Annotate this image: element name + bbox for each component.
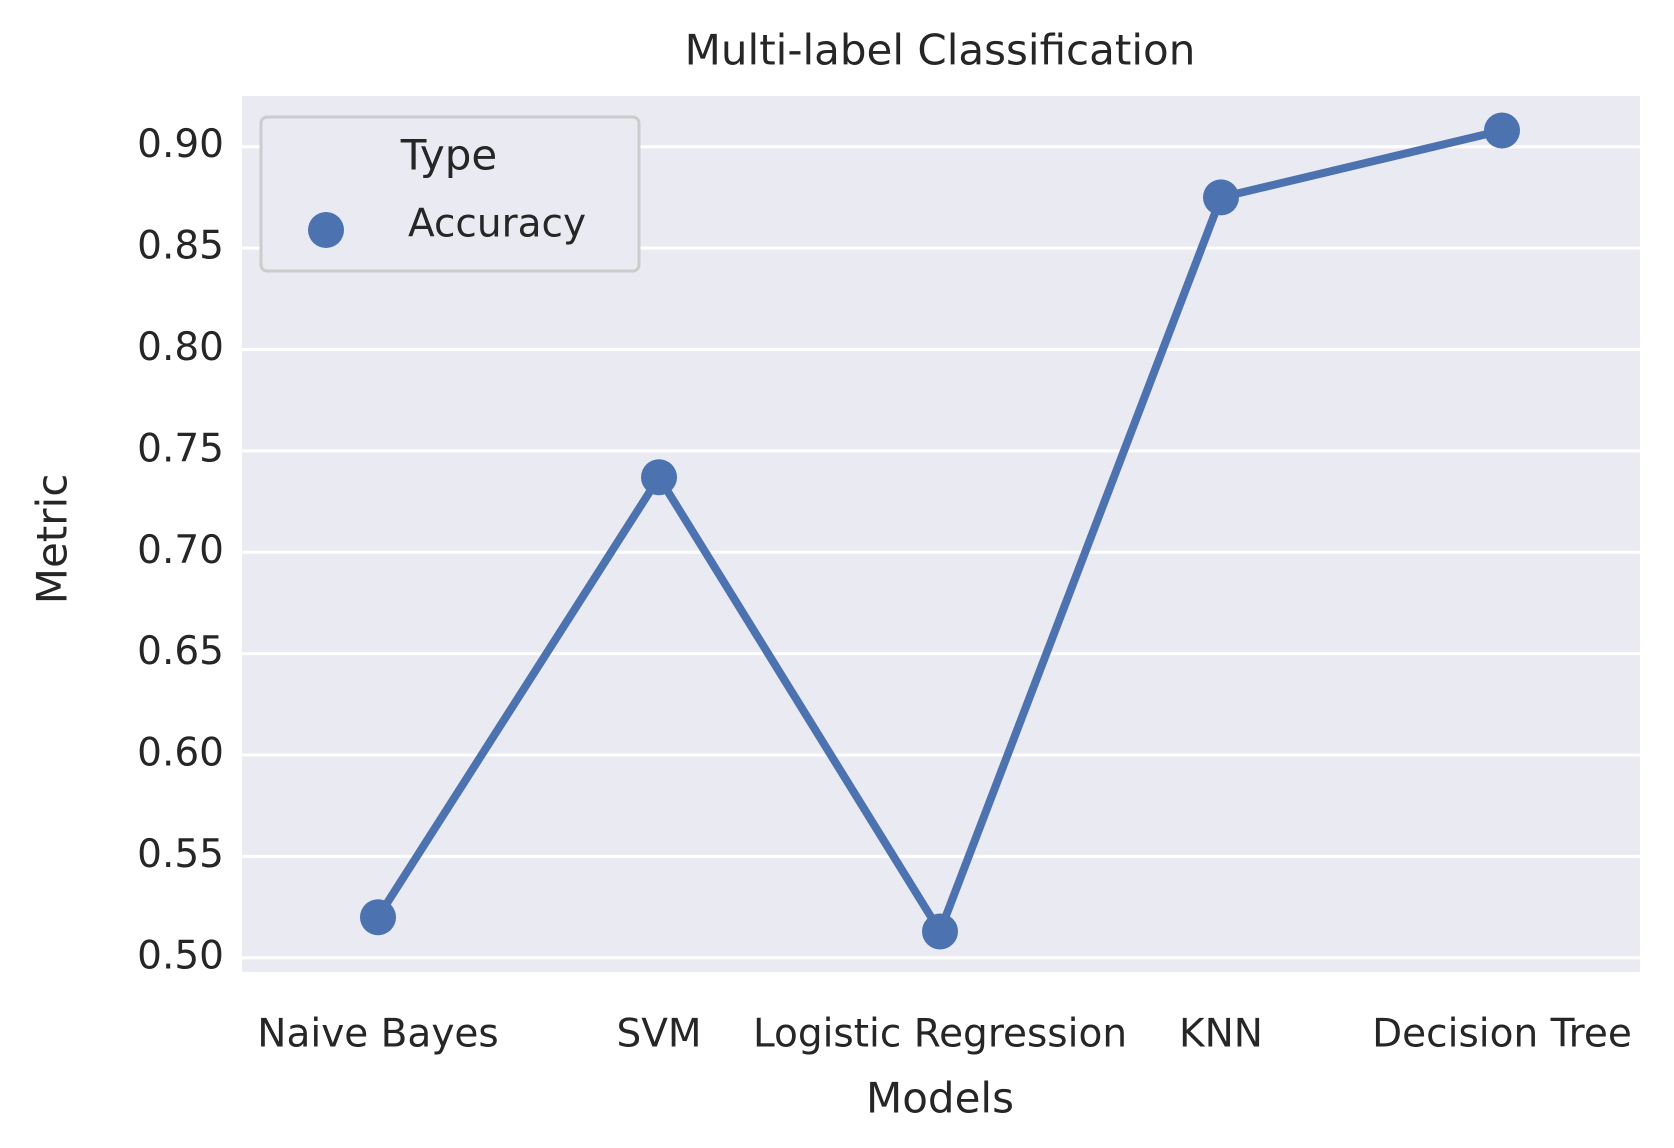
y-tick-label: 0.50 [137, 933, 224, 978]
x-axis-label: Models [866, 1074, 1014, 1123]
legend-box [259, 115, 641, 273]
x-tick-label: Naive Bayes [257, 1012, 498, 1057]
legend-marker-accuracy [308, 212, 344, 248]
x-tick-label: KNN [1179, 1012, 1263, 1057]
series-points [360, 112, 1520, 950]
legend-title: Type [400, 131, 497, 180]
data-point [1203, 179, 1239, 216]
data-point [1484, 112, 1520, 149]
x-tick-label: SVM [616, 1012, 701, 1057]
y-axis-ticks: 0.50 0.55 0.60 0.65 0.70 0.75 0.80 0.85 0.90 [137, 122, 224, 978]
data-point [922, 913, 958, 950]
x-tick-label: Decision Tree [1372, 1012, 1632, 1057]
data-point [641, 459, 677, 496]
y-tick-label: 0.90 [137, 122, 224, 167]
legend-label-accuracy: Accuracy [408, 202, 586, 247]
y-tick-label: 0.75 [137, 426, 224, 471]
y-tick-label: 0.85 [137, 224, 224, 269]
x-tick-label: Logistic Regression [753, 1012, 1127, 1057]
chart-title: Multi-label Classification [685, 26, 1196, 75]
y-tick-label: 0.65 [137, 629, 224, 674]
data-point [360, 899, 396, 936]
y-tick-label: 0.80 [137, 325, 224, 370]
legend: Type Accuracy [259, 115, 641, 273]
y-tick-label: 0.55 [137, 832, 224, 877]
y-tick-label: 0.60 [137, 731, 224, 776]
x-axis-ticks: Naive Bayes SVM Logistic Regression KNN Deci… [257, 1012, 1632, 1057]
y-axis-label: Metric [28, 474, 77, 605]
y-tick-label: 0.70 [137, 528, 224, 573]
